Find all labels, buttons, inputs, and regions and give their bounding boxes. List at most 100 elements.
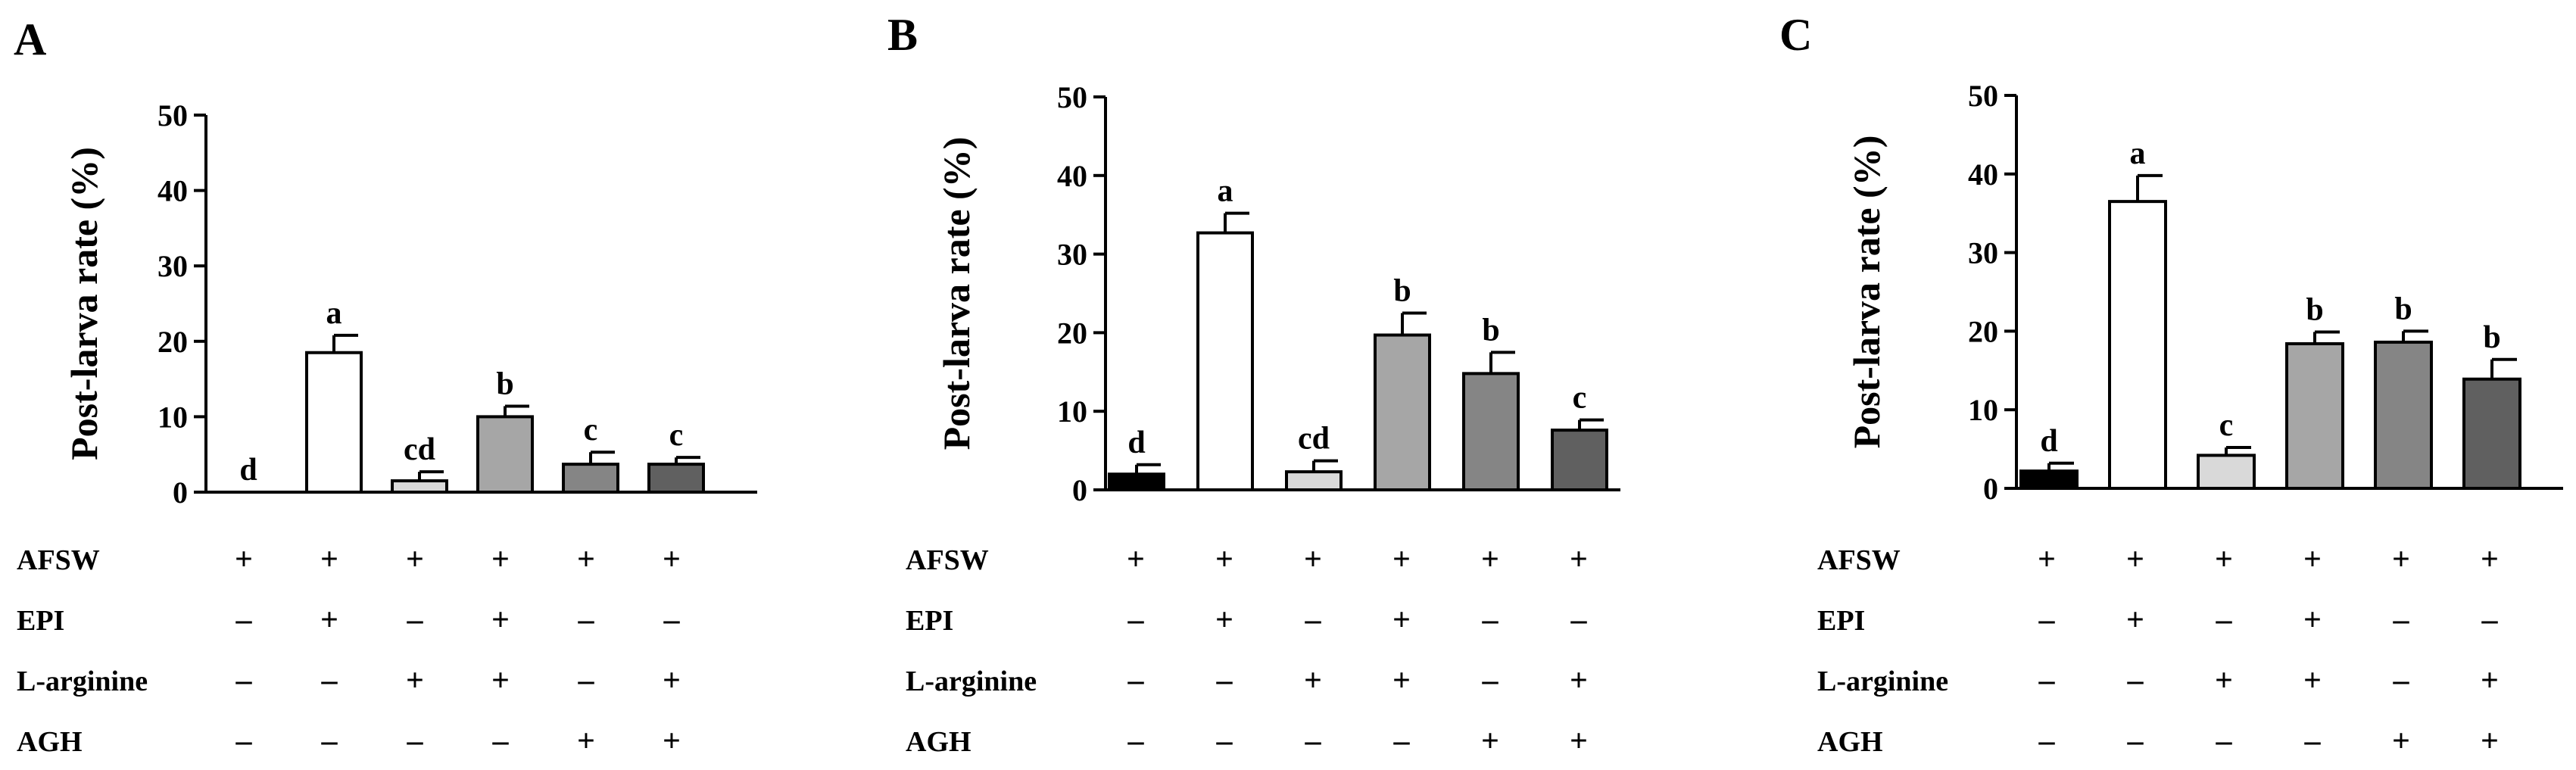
treatment-sign: +	[406, 663, 424, 698]
y-tick-label: 50	[1057, 80, 1087, 114]
treatment-sign: –	[1482, 663, 1499, 698]
treatment-sign: +	[577, 724, 595, 759]
treatment-sign: +	[491, 603, 510, 638]
treatment-sign: –	[578, 603, 595, 638]
significance-letter: b	[2394, 291, 2412, 326]
significance-letter: d	[239, 453, 257, 488]
bar	[1462, 372, 1520, 491]
treatment-sign: +	[2392, 542, 2410, 577]
treatment-sign: –	[321, 724, 338, 759]
y-tick-label: 20	[1057, 316, 1087, 350]
treatment-sign: –	[1570, 603, 1588, 638]
y-tick-label: 20	[157, 325, 188, 359]
panel-c: C 0 10 20 30 40 50 Post-larva rate (%) d a c b b b AFS…	[1779, 10, 2563, 759]
treatment-sign: –	[2038, 724, 2056, 759]
bar	[2285, 342, 2344, 490]
treatment-row-label: AGH	[906, 726, 971, 758]
treatment-sign: +	[2481, 542, 2499, 577]
treatment-sign: +	[1392, 542, 1411, 577]
treatment-sign: –	[2127, 724, 2144, 759]
treatment-sign: –	[2127, 663, 2144, 698]
significance-letter: a	[2130, 136, 2146, 171]
bar	[305, 351, 363, 494]
treatment-sign: +	[2303, 663, 2322, 698]
treatment-sign: +	[1570, 542, 1588, 577]
treatment-sign: –	[235, 724, 253, 759]
treatment-sign: +	[1215, 603, 1233, 638]
treatment-sign: +	[2038, 542, 2056, 577]
treatment-sign: +	[320, 542, 338, 577]
treatment-sign: +	[1481, 542, 1499, 577]
y-axis-label: Post-larva rate (%)	[1845, 136, 1888, 449]
bar	[2197, 454, 2256, 490]
significance-letter: b	[1393, 273, 1411, 308]
treatment-sign: –	[2393, 663, 2410, 698]
y-tick-label: 50	[1968, 79, 1998, 113]
y-tick-label: 40	[157, 174, 188, 208]
bar	[562, 463, 619, 494]
bar	[476, 415, 534, 494]
y-tick-label: 50	[157, 98, 188, 132]
bar	[1551, 429, 1608, 491]
y-tick-label: 20	[1968, 314, 1998, 348]
treatment-row-label: EPI	[906, 605, 953, 637]
treatment-sign: +	[2481, 663, 2499, 698]
treatment-sign: +	[1570, 724, 1588, 759]
treatment-sign: –	[2216, 603, 2233, 638]
y-tick-label: 0	[1983, 472, 1998, 506]
panel-tag: C	[1779, 10, 1812, 60]
treatment-sign: –	[1482, 603, 1499, 638]
y-tick-label: 40	[1968, 157, 1998, 192]
y-tick-label: 30	[157, 249, 188, 283]
treatment-sign: –	[2038, 603, 2056, 638]
treatment-row-label: L-arginine	[906, 666, 1037, 697]
treatment-row-label: AFSW	[17, 544, 100, 576]
bar	[2462, 377, 2521, 490]
significance-letter: c	[1573, 381, 1587, 416]
significance-letter: c	[2219, 408, 2234, 443]
treatment-sign: +	[491, 663, 510, 698]
bar	[2374, 340, 2433, 490]
panel-b: B 0 10 20 30 40 50 Post-larva rate (%) d a cd b b c AF…	[887, 10, 1620, 759]
treatment-sign: +	[1304, 663, 1322, 698]
treatment-sign: +	[406, 542, 424, 577]
significance-letter: c	[669, 418, 684, 453]
treatment-sign: +	[577, 542, 595, 577]
bar	[2019, 469, 2079, 491]
treatment-sign: –	[1127, 724, 1145, 759]
bar	[647, 463, 705, 494]
y-tick-label: 30	[1057, 238, 1087, 272]
panel-tag: B	[887, 10, 918, 60]
treatment-sign: +	[2481, 724, 2499, 759]
treatment-sign: –	[492, 724, 510, 759]
treatment-row-label: L-arginine	[17, 666, 148, 697]
bar	[2108, 200, 2167, 490]
treatment-sign: –	[235, 663, 253, 698]
y-tick-label: 40	[1057, 159, 1087, 193]
treatment-sign: –	[1393, 724, 1411, 759]
treatment-row-label: AGH	[1817, 726, 1883, 758]
treatment-row-label: AGH	[17, 726, 83, 758]
significance-letter: cd	[1298, 422, 1330, 457]
treatment-row-label: EPI	[17, 605, 64, 637]
significance-letter: cd	[404, 432, 435, 467]
treatment-sign: –	[321, 663, 338, 698]
treatment-sign: +	[491, 542, 510, 577]
treatment-sign: +	[2215, 663, 2233, 698]
treatment-sign: +	[1127, 542, 1145, 577]
treatment-sign: +	[1392, 603, 1411, 638]
significance-letter: d	[1127, 426, 1145, 460]
y-tick-label: 10	[1968, 393, 1998, 427]
treatment-sign: +	[1392, 663, 1411, 698]
y-tick-label: 0	[1072, 473, 1087, 507]
treatment-sign: –	[1216, 663, 1233, 698]
treatment-sign: –	[1127, 663, 1145, 698]
treatment-sign: –	[407, 603, 424, 638]
treatment-sign: –	[2304, 724, 2322, 759]
significance-letter: a	[1218, 174, 1233, 209]
treatment-row-label: AFSW	[1817, 544, 1901, 576]
treatment-sign: –	[1305, 724, 1322, 759]
significance-letter: b	[2483, 320, 2500, 355]
significance-letter: c	[584, 413, 598, 447]
